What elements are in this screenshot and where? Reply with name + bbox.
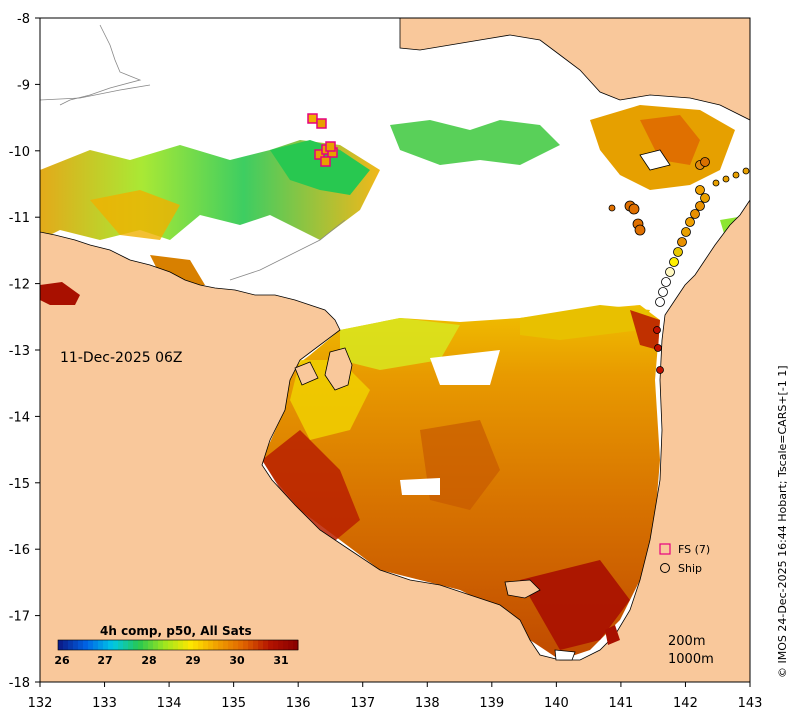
map-area [40, 18, 750, 682]
colorbar-swatch [213, 640, 219, 650]
land-new-guinea [399, 18, 750, 121]
colorbar-swatch [143, 640, 149, 650]
colorbar-swatch [228, 640, 234, 650]
y-tick-label: -17 [9, 610, 30, 625]
colorbar-swatch [218, 640, 224, 650]
x-tick-label: 142 [673, 696, 698, 711]
x-tick-label: 135 [221, 696, 246, 711]
colorbar-swatch [193, 640, 199, 650]
colorbar-title: 4h comp, p50, All Sats [100, 624, 252, 638]
x-tick-label: 139 [479, 696, 504, 711]
colorbar-swatch [233, 640, 239, 650]
colorbar-swatch [268, 640, 274, 650]
colorbar-swatch [243, 640, 249, 650]
credit-text: © IMOS 24-Dec-2025 16:44 Hobart; Tscale=… [776, 365, 789, 678]
colorbar-swatch [138, 640, 144, 650]
colorbar-swatch [288, 640, 294, 650]
ship-observations [608, 157, 750, 374]
colorbar-swatch [278, 640, 284, 650]
colorbar-swatch [273, 640, 279, 650]
legend-fs-marker [659, 543, 671, 555]
x-tick-label: 134 [157, 696, 182, 711]
colorbar-swatch [188, 640, 194, 650]
x-tick-label: 133 [92, 696, 117, 711]
colorbar-swatch [113, 640, 119, 650]
colorbar-swatch [88, 640, 94, 650]
colorbar-swatch [293, 640, 299, 650]
colorbar-swatch [223, 640, 229, 650]
colorbar-swatch [173, 640, 179, 650]
y-tick-label: -16 [9, 543, 30, 558]
colorbar-tick-label: 28 [141, 654, 157, 667]
colorbar [57, 639, 299, 651]
colorbar-swatch [203, 640, 209, 650]
colorbar-swatch [148, 640, 154, 650]
y-tick-label: -10 [9, 145, 30, 160]
y-tick-label: -8 [17, 12, 30, 27]
colorbar-swatch [258, 640, 264, 650]
y-tick-label: -13 [9, 344, 30, 359]
colorbar-swatch [168, 640, 174, 650]
land [40, 18, 750, 682]
colorbar-swatch [178, 640, 184, 650]
fs-observations [307, 113, 338, 167]
colorbar-swatch [163, 640, 169, 650]
date-label: 11-Dec-2025 06Z [60, 350, 183, 366]
legend-fs-label: FS (7) [678, 543, 711, 556]
colorbar-swatch [183, 640, 189, 650]
colorbar-swatch [158, 640, 164, 650]
colorbar-swatch [73, 640, 79, 650]
land-mornington-island [504, 579, 541, 599]
colorbar-tick-label: 31 [273, 654, 289, 667]
colorbar-swatch [153, 640, 159, 650]
legend-ship-marker [660, 563, 670, 573]
depth-label-1000m: 1000m [668, 652, 714, 667]
y-axis: -8 -9 -10 -11 -12 -13 -14 -15 -16 -17 -18 [9, 12, 40, 691]
coast-islands [40, 149, 671, 661]
colorbar-swatch [123, 640, 129, 650]
land-groote-eylandt [324, 347, 353, 391]
depth-contours [40, 24, 346, 281]
colorbar-swatch [98, 640, 104, 650]
colorbar-tick-label: 26 [54, 654, 70, 667]
y-tick-label: -9 [17, 78, 30, 93]
x-tick-label: 143 [738, 696, 763, 711]
colorbar-swatch [68, 640, 74, 650]
y-tick-label: -14 [9, 410, 30, 425]
colorbar-swatch [108, 640, 114, 650]
x-tick-label: 132 [28, 696, 53, 711]
y-tick-label: -12 [9, 278, 30, 293]
x-tick-label: 140 [544, 696, 569, 711]
y-tick-label: -11 [9, 211, 30, 226]
x-tick-label: 141 [608, 696, 633, 711]
colorbar-swatch [198, 640, 204, 650]
x-tick-label: 137 [350, 696, 375, 711]
colorbar-swatch [93, 640, 99, 650]
colorbar-swatch [118, 640, 124, 650]
colorbar-swatch [83, 640, 89, 650]
x-tick-label: 136 [286, 696, 311, 711]
colorbar-tick-label: 30 [229, 654, 245, 667]
colorbar-swatch [208, 640, 214, 650]
colorbar-swatch [133, 640, 139, 650]
colorbar-swatch [253, 640, 259, 650]
x-tick-label: 138 [415, 696, 440, 711]
x-axis: 132 133 134 135 136 137 138 139 140 141 142 143 [28, 682, 763, 711]
colorbar-tick-label: 29 [185, 654, 201, 667]
colorbar-swatch [63, 640, 69, 650]
y-tick-label: -15 [9, 477, 30, 492]
colorbar-swatch [263, 640, 269, 650]
colorbar-swatch [248, 640, 254, 650]
colorbar-swatch [103, 640, 109, 650]
colorbar-swatch [238, 640, 244, 650]
depth-label-200m: 200m [668, 634, 706, 649]
colorbar-swatch [128, 640, 134, 650]
colorbar-swatch [78, 640, 84, 650]
colorbar-swatch [283, 640, 289, 650]
colorbar-tick-label: 27 [97, 654, 113, 667]
legend-ship-label: Ship [678, 562, 702, 575]
y-tick-label: -18 [9, 676, 30, 691]
colorbar-swatch [58, 640, 64, 650]
